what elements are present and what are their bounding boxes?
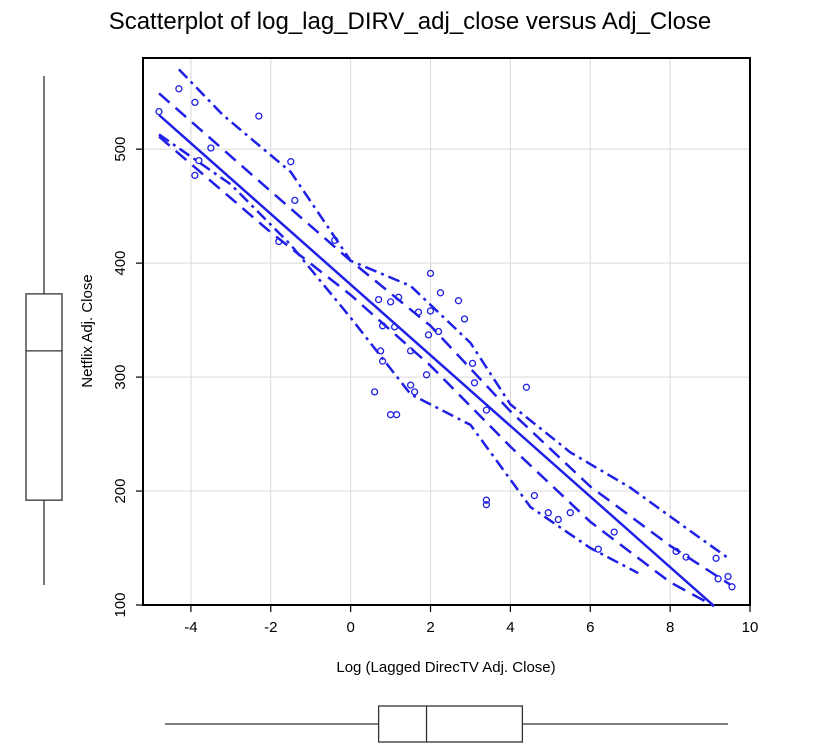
data-point [482,501,491,509]
data-point [378,357,387,365]
data-point [390,323,399,331]
data-point [544,509,552,517]
data-point [424,331,433,339]
data-point [682,553,690,561]
data-point [460,315,469,323]
y-tick-label: 100 [112,592,129,617]
data-point [554,515,562,524]
regression-line [158,114,715,608]
data-point [255,112,263,120]
data-point [406,347,415,355]
x-axis-label: Log (Lagged DirecTV Adj. Close) [336,659,555,676]
x-tick-label: 0 [346,619,354,636]
x-boxplot-box [377,705,524,743]
data-point [724,572,732,581]
y-tick-label: 400 [112,251,129,276]
y-tick-label: 500 [112,137,129,162]
x-tick-label: 4 [506,619,514,636]
data-point [468,359,477,368]
data-point [207,144,215,152]
grid [143,58,751,606]
data-point [370,388,379,396]
confidence-band-upper [158,92,731,586]
x-tick-label: 6 [586,619,594,636]
data-point [610,528,618,536]
data-point [672,547,680,556]
data-point [376,347,385,355]
data-point [426,307,435,315]
data-point [470,379,479,387]
prediction-band-upper [178,68,731,561]
data-point [386,298,395,306]
data-point [414,308,423,316]
plot-frame [142,57,751,606]
x-tick-label: 10 [742,619,759,636]
x-tick-label: -4 [184,619,197,636]
data-point [394,293,403,301]
data-point [331,236,339,244]
data-point [482,406,491,414]
data-point [728,583,736,591]
data-point [287,158,295,166]
data-point [386,411,395,419]
data-point [191,171,199,180]
interval-bands [158,68,731,608]
y-boxplot-box [25,293,63,501]
data-point [406,381,415,389]
y-axis-label: Netflix Adj. Close [79,274,96,387]
regression-fit [158,114,715,608]
x-marginal-boxplot [165,705,728,743]
x-axis: -4 -2 0 2 4 6 8 10 [184,605,758,636]
data-point [454,297,463,305]
data-point [594,545,602,553]
data-point [155,107,163,116]
data-point [291,196,299,205]
data-point [530,491,539,500]
confidence-band-lower [158,135,715,608]
data-point [195,156,203,165]
y-marginal-boxplot [25,76,63,585]
data-point [374,295,383,304]
data-point [191,98,199,107]
x-tick-label: 8 [666,619,674,636]
data-point [714,575,722,583]
data-point [434,327,443,336]
y-tick-label: 200 [112,479,129,504]
data-point [436,289,445,297]
y-tick-label: 300 [112,365,129,390]
chart-title: Scatterplot of log_lag_DIRV_adj_close ve… [108,8,712,35]
data-point [392,411,401,419]
data-point [426,269,435,278]
data-point [275,237,283,246]
data-point [410,388,419,396]
data-point [522,383,531,391]
y-axis: 100 200 300 400 500 [112,137,143,618]
data-points [155,85,736,591]
data-point [422,371,431,379]
prediction-band-lower [158,133,639,575]
data-point [378,322,387,330]
data-point [175,85,183,93]
data-point [712,554,720,562]
data-point [566,509,574,517]
data-point [482,496,491,504]
x-tick-label: -2 [264,619,277,636]
x-tick-label: 2 [426,619,434,636]
